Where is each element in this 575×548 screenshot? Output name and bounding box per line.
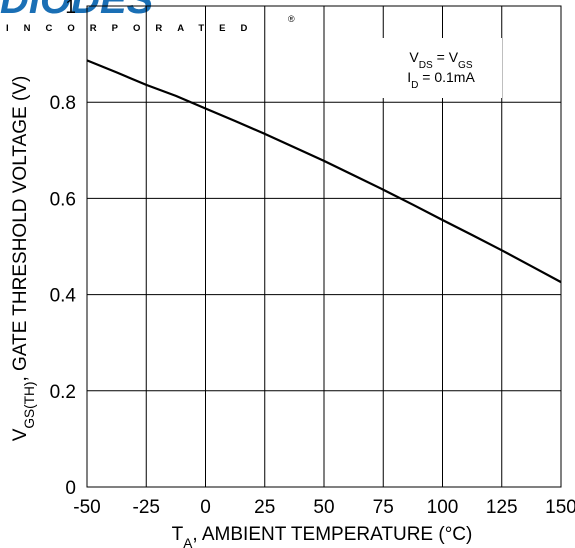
y-tick-label: 0.2 <box>50 382 76 403</box>
y-axis-title: VGS(TH), GATE THRESHOLD VOLTAGE (V) <box>10 76 37 442</box>
logo-name: DIODES <box>0 0 154 22</box>
plot-frame <box>86 5 562 488</box>
y-tick-label: 0.8 <box>50 93 76 114</box>
x-tick-label: 100 <box>427 497 459 518</box>
y-tick-labels: 0 0.2 0.4 0.6 0.8 1 <box>50 0 77 499</box>
x-tick-label: 50 <box>313 497 334 518</box>
y-tick-label: 0 <box>65 478 76 499</box>
diodes-logo: DIODES INCORPORATED ® <box>0 0 295 34</box>
y-tick-label: 0.6 <box>50 189 76 210</box>
x-axis-title: TA, AMBIENT TEMPERATURE (°C) <box>172 524 473 548</box>
x-tick-label: 125 <box>486 497 518 518</box>
condition-line: VDS = VGS <box>409 49 472 71</box>
x-tick-label: -25 <box>133 497 160 518</box>
y-tick-label: 1 <box>65 0 76 18</box>
y-tick-label: 0.4 <box>50 286 77 307</box>
conditions-backdrop <box>382 38 502 98</box>
x-tick-label: 25 <box>254 497 275 518</box>
condition-line: ID = 0.1mA <box>407 69 475 91</box>
x-tick-label: -50 <box>73 497 100 518</box>
logo-registered: ® <box>288 14 295 24</box>
x-tick-label: 75 <box>373 497 394 518</box>
x-tick-labels: -50 -25 0 25 50 75 100 125 150 <box>73 497 575 518</box>
x-tick-label: 0 <box>200 497 211 518</box>
logo-sub: INCORPORATED <box>6 23 262 34</box>
x-tick-label: 150 <box>545 497 575 518</box>
series-line <box>86 59 562 284</box>
series-layer <box>86 59 562 284</box>
